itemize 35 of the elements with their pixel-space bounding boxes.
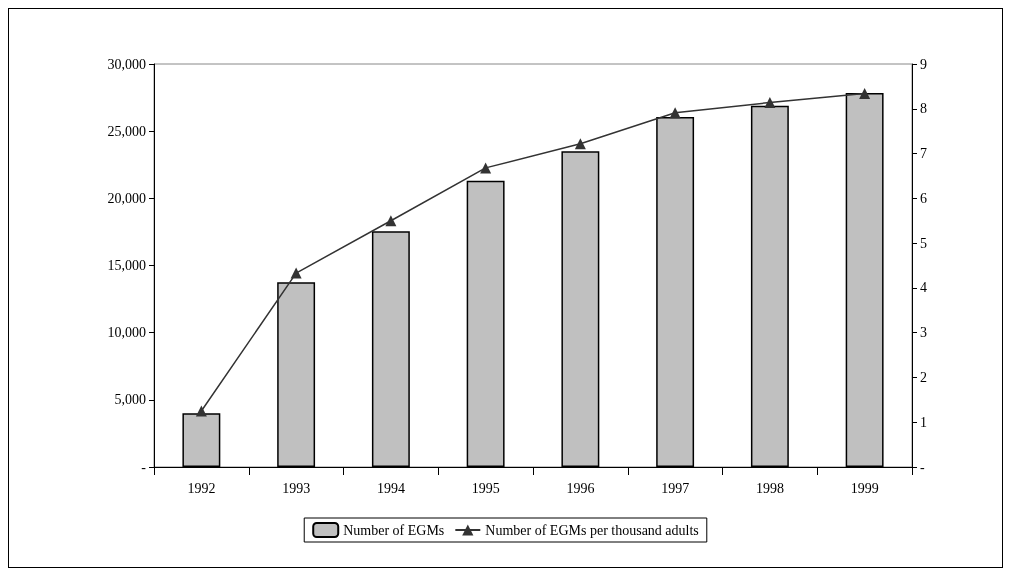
x-tick-label: 1993 (282, 480, 311, 496)
y-tick-label: 10,000 (107, 325, 146, 341)
point (290, 267, 302, 279)
y-tick-label: 25,000 (107, 123, 146, 139)
y2-tick-label: 1 (920, 414, 927, 430)
x-tick-label: 1992 (187, 480, 216, 496)
point (195, 405, 207, 417)
x-tick-label: 1998 (755, 480, 784, 496)
x-tick-label: 1995 (471, 480, 500, 496)
y2-tick-label: 3 (920, 325, 927, 341)
point (385, 215, 397, 227)
y2-tick-label: 5 (920, 235, 927, 251)
y2-tick-label: 8 (920, 101, 927, 117)
legend-label: Number of EGMs per thousand adults (485, 522, 699, 538)
point (669, 107, 681, 119)
y2-tick-label: - (920, 459, 925, 475)
x-tick-label: 1999 (850, 480, 879, 496)
legend-label: Number of EGMs (343, 522, 445, 538)
y-tick-label: 30,000 (107, 56, 146, 72)
point (574, 138, 586, 150)
y2-tick-label: 4 (920, 280, 927, 296)
point (859, 88, 871, 100)
y2-tick-label: 6 (920, 190, 927, 206)
y2-tick-label: 9 (920, 56, 927, 72)
point (480, 162, 492, 174)
y-tick-label: 15,000 (107, 258, 146, 273)
y-tick-label: - (141, 459, 147, 475)
x-tick-label: 1994 (376, 480, 405, 496)
y2-tick-label: 2 (920, 369, 927, 385)
y-tick-label: 20,000 (107, 190, 146, 206)
x-tick-label: 1996 (566, 480, 595, 496)
point (764, 97, 776, 109)
y2-tick-label: 7 (920, 146, 927, 162)
x-tick-label: 1997 (661, 480, 690, 496)
y-tick-label: 5,000 (114, 392, 146, 408)
